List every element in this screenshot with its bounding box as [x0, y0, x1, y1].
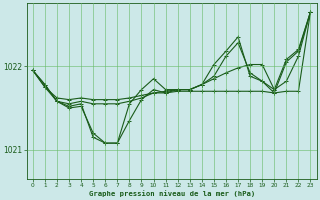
X-axis label: Graphe pression niveau de la mer (hPa): Graphe pression niveau de la mer (hPa) [89, 190, 255, 197]
